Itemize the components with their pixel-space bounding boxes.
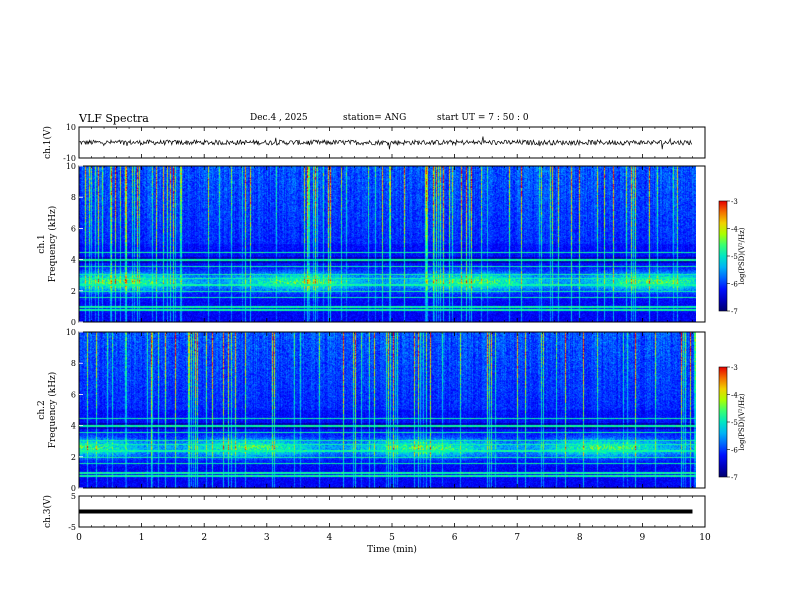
- spectrogram-y-tick-label: 4: [71, 256, 76, 265]
- spectrogram-y-tick-label: 2: [71, 453, 76, 462]
- colorbar-tick-label: -6: [731, 447, 738, 455]
- ch1-spectrogram-image: [79, 166, 696, 322]
- colorbar-tick-label: -7: [731, 308, 738, 316]
- colorbar-tick-label: -3: [731, 364, 738, 372]
- colorbar-tick-label: -4: [731, 226, 738, 234]
- colorbar-tick-label: -7: [731, 474, 738, 482]
- x-tick-label: 9: [640, 533, 646, 543]
- spectrogram-channel-label: ch.1: [37, 234, 47, 253]
- ch3-ylabel: ch.3(V): [42, 495, 53, 528]
- station-label: station= ANG: [343, 113, 407, 123]
- x-tick-label: 3: [264, 533, 270, 543]
- x-tick-label: 8: [577, 533, 583, 543]
- x-tick-label: 7: [514, 533, 520, 543]
- colorbar: [718, 366, 728, 478]
- spectrogram-y-tick-label: 10: [66, 328, 76, 337]
- colorbar-label: log(PSD)(V²/Hz): [738, 393, 746, 450]
- spectrogram-y-tick-label: 6: [71, 390, 76, 399]
- colorbar-tick-label: -5: [731, 253, 738, 261]
- spectrogram-y-tick-label: 10: [66, 162, 76, 171]
- x-tick-label: 1: [139, 533, 145, 543]
- start-time-label: start UT = 7 : 50 : 0: [437, 113, 529, 123]
- spectrogram-y-tick-label: 0: [71, 318, 76, 327]
- spectrogram-channel-label: ch.2: [37, 400, 47, 419]
- spectrogram-ylabel: Frequency (kHz): [47, 206, 58, 283]
- ch1-y-tick-label: 10: [66, 123, 76, 132]
- x-tick-label: 5: [389, 533, 395, 543]
- spectrogram-y-tick-label: 8: [71, 193, 76, 202]
- spectrogram-y-tick-label: 0: [71, 484, 76, 493]
- spectrogram-y-tick-label: 2: [71, 287, 76, 296]
- ch2-spectrogram-image: [79, 332, 696, 488]
- colorbar-tick-label: -3: [731, 198, 738, 206]
- ch3-y-tick-label: 5: [71, 492, 76, 501]
- date-label: Dec.4 , 2025: [250, 113, 308, 123]
- colorbar-label: log(PSD)(V²/Hz): [738, 227, 746, 284]
- x-tick-label: 0: [76, 533, 82, 543]
- spectrogram-ylabel: Frequency (kHz): [47, 372, 58, 449]
- colorbar-tick-label: -4: [731, 392, 738, 400]
- x-tick-label: 4: [327, 533, 333, 543]
- colorbar-tick-label: -6: [731, 281, 738, 289]
- ch3-y-tick-label: -5: [68, 523, 76, 532]
- colorbar: [718, 200, 728, 312]
- spectrogram-y-tick-label: 4: [71, 422, 76, 431]
- spectrogram-y-tick-label: 6: [71, 224, 76, 233]
- ch3-trace-line: [79, 509, 693, 514]
- ch1-ylabel: ch.1(V): [42, 126, 53, 159]
- chart-title: VLF Spectra: [79, 112, 149, 125]
- x-axis-label: Time (min): [367, 544, 417, 555]
- x-tick-label: 10: [699, 533, 711, 543]
- x-tick-label: 6: [452, 533, 458, 543]
- spectrogram-y-tick-label: 8: [71, 359, 76, 368]
- ch1-y-tick-label: -10: [63, 154, 76, 163]
- ch1-waveform-line: [78, 136, 693, 150]
- x-tick-label: 2: [201, 533, 207, 543]
- colorbar-tick-label: -5: [731, 419, 738, 427]
